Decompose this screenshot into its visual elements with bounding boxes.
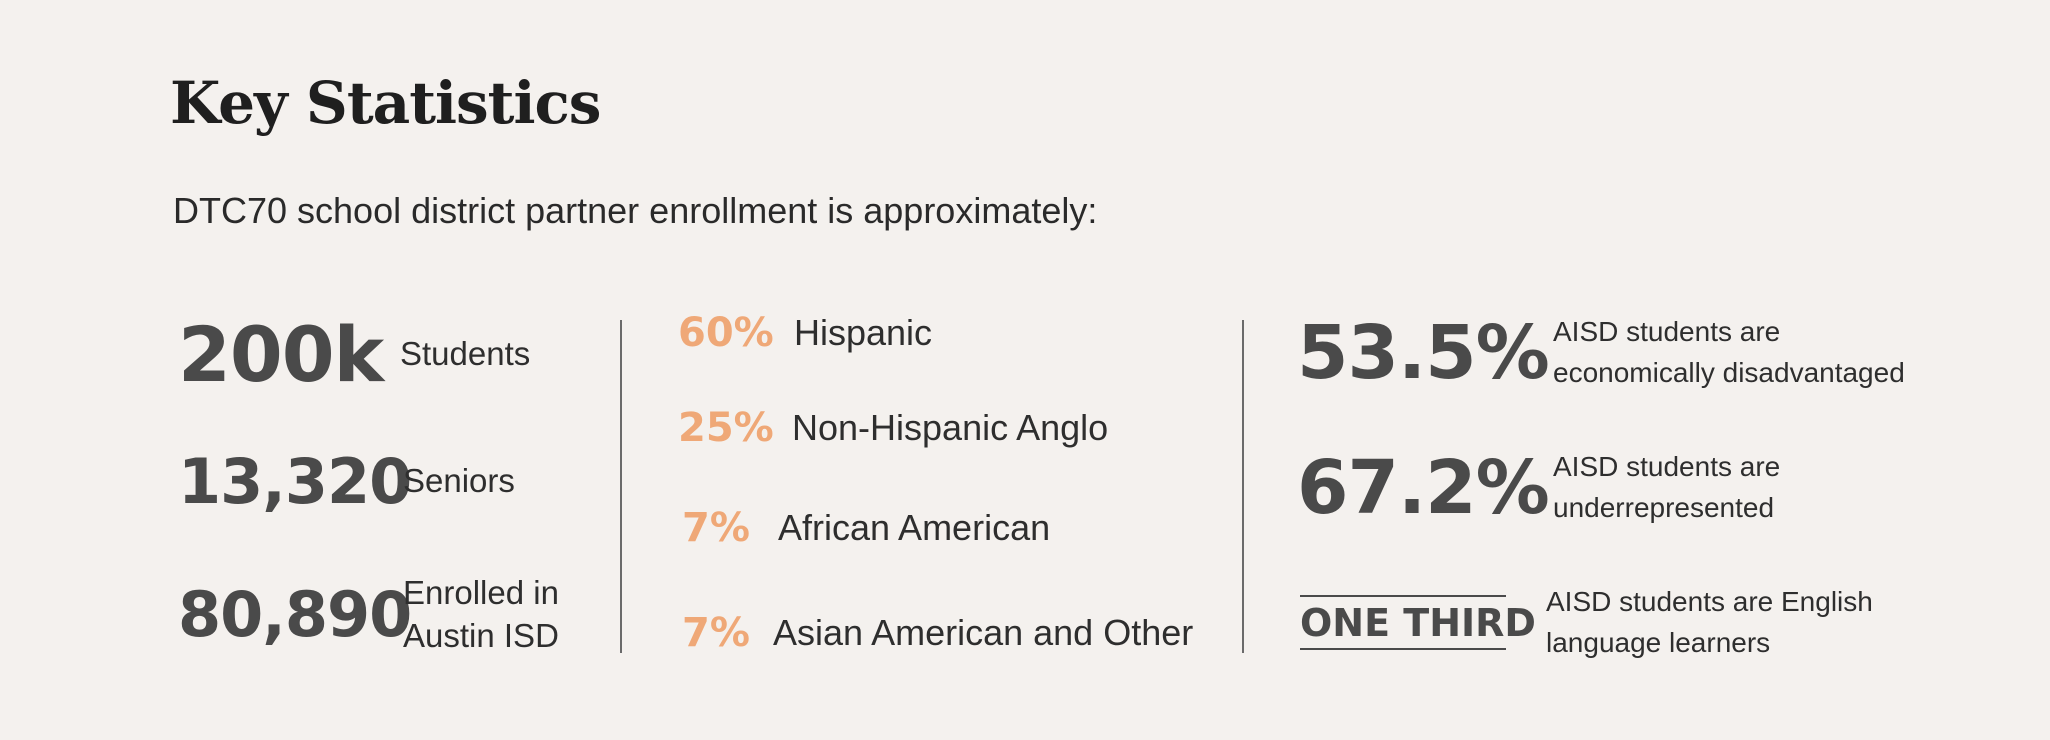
stat-label: Hispanic bbox=[794, 312, 933, 353]
stat-value: 67.2% bbox=[1297, 445, 1550, 531]
stat-underrepresented: 67.2% AISD students are underrepresented bbox=[1297, 445, 1780, 531]
stat-label: Students bbox=[400, 335, 531, 373]
stat-percent: 25% bbox=[678, 405, 774, 451]
stat-label: African American bbox=[778, 507, 1051, 548]
stat-label-line: AISD students are bbox=[1553, 316, 1781, 348]
stat-enrolled-austin-isd: 80,890 Enrolled in Austin ISD bbox=[178, 572, 559, 658]
stat-label-line: language learners bbox=[1546, 626, 1771, 658]
stat-percent: 7% bbox=[682, 505, 750, 551]
page-subtitle: DTC70 school district partner enrollment… bbox=[173, 190, 1098, 231]
stat-english-language-learners: ONE THIRD AISD students are English lang… bbox=[1300, 582, 1873, 663]
stat-label-line: Austin ISD bbox=[403, 616, 559, 654]
stat-percent: 7% bbox=[682, 610, 750, 656]
stat-label: Enrolled in Austin ISD bbox=[403, 572, 559, 658]
stat-hispanic: 60% Hispanic bbox=[678, 310, 932, 356]
stat-value: 200k bbox=[178, 310, 384, 399]
stat-label: AISD students are economically disadvant… bbox=[1553, 312, 1905, 393]
stat-label-line: underrepresented bbox=[1553, 492, 1775, 523]
stat-label: Non-Hispanic Anglo bbox=[792, 407, 1109, 448]
stat-value: 53.5% bbox=[1297, 310, 1550, 396]
stat-label-line: economically disadvantaged bbox=[1553, 357, 1905, 388]
page-title: Key Statistics bbox=[170, 69, 601, 137]
stat-label: AISD students are underrepresented bbox=[1553, 447, 1780, 528]
stat-african-american: 7% African American bbox=[682, 505, 1050, 551]
stat-non-hispanic-anglo: 25% Non-Hispanic Anglo bbox=[678, 405, 1108, 451]
stat-percent: 60% bbox=[678, 310, 774, 356]
stat-value: ONE THIRD bbox=[1300, 594, 1536, 651]
stat-label: Seniors bbox=[403, 462, 515, 500]
stat-value: 80,890 bbox=[178, 578, 412, 652]
stat-label: Asian American and Other bbox=[773, 612, 1194, 653]
stat-value: 13,320 bbox=[178, 445, 412, 518]
stat-label-line: Enrolled in bbox=[403, 574, 559, 611]
stat-economically-disadvantaged: 53.5% AISD students are economically dis… bbox=[1297, 310, 1905, 396]
stat-label-line: AISD students are bbox=[1553, 451, 1781, 483]
stat-seniors: 13,320 Seniors bbox=[178, 445, 515, 518]
stat-students: 200k Students bbox=[178, 310, 530, 399]
stat-label-line: AISD students are English bbox=[1546, 586, 1873, 617]
column-divider bbox=[620, 320, 622, 653]
stat-label: AISD students are English language learn… bbox=[1546, 582, 1873, 663]
stat-asian-american-other: 7% Asian American and Other bbox=[682, 610, 1193, 656]
column-divider bbox=[1242, 320, 1244, 653]
